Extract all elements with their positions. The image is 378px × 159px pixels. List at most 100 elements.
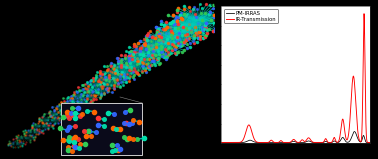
Point — [65, 138, 71, 141]
Point — [50, 114, 56, 116]
Point — [201, 28, 207, 31]
Legend: PM-IRRAS, IR-Transmission: PM-IRRAS, IR-Transmission — [224, 9, 278, 24]
Point — [81, 91, 87, 93]
Point — [169, 21, 175, 23]
Point — [128, 66, 134, 68]
Point — [65, 112, 71, 114]
Point — [91, 84, 97, 86]
Point — [217, 18, 223, 20]
Point — [96, 80, 102, 83]
Point — [32, 136, 38, 139]
Point — [169, 31, 175, 34]
Point — [200, 36, 206, 39]
Point — [108, 62, 114, 65]
Point — [150, 58, 156, 61]
Point — [117, 86, 123, 89]
Point — [84, 98, 90, 100]
Point — [83, 100, 89, 103]
Point — [88, 91, 94, 93]
Point — [158, 44, 164, 47]
Point — [107, 70, 113, 72]
Point — [20, 142, 26, 145]
Point — [122, 75, 128, 77]
Point — [158, 22, 164, 25]
Point — [179, 19, 185, 21]
Point — [123, 62, 129, 64]
Point — [45, 124, 51, 126]
Point — [158, 31, 164, 34]
Point — [174, 27, 180, 29]
Point — [88, 78, 94, 81]
Point — [203, 34, 209, 36]
Point — [59, 118, 65, 121]
Point — [47, 110, 53, 112]
Point — [98, 74, 104, 76]
PM-IRRAS — [349, 137, 354, 139]
Point — [151, 62, 157, 64]
Point — [150, 35, 156, 38]
Point — [88, 101, 94, 104]
Point — [165, 51, 171, 53]
Point — [166, 53, 172, 55]
Point — [78, 97, 84, 100]
Point — [130, 69, 136, 72]
Point — [49, 123, 55, 126]
Point — [143, 70, 149, 73]
Point — [120, 81, 126, 83]
Point — [51, 110, 57, 113]
Point — [160, 40, 166, 43]
Point — [133, 60, 139, 62]
PM-IRRAS — [365, 142, 370, 143]
Point — [60, 115, 66, 118]
Point — [10, 138, 16, 141]
Point — [135, 60, 141, 62]
Point — [179, 23, 185, 26]
Point — [94, 83, 100, 86]
Point — [30, 121, 36, 124]
Point — [23, 140, 29, 143]
Point — [70, 149, 76, 152]
Point — [148, 64, 154, 66]
PM-IRRAS — [219, 142, 223, 143]
Point — [29, 134, 35, 137]
Point — [145, 43, 151, 45]
Point — [183, 33, 189, 35]
Point — [179, 18, 185, 20]
Point — [124, 55, 130, 58]
Point — [115, 149, 121, 151]
Point — [196, 18, 202, 21]
Point — [196, 37, 202, 40]
Point — [216, 21, 222, 23]
Point — [26, 140, 33, 143]
Point — [175, 51, 181, 54]
Point — [111, 64, 117, 66]
Point — [146, 48, 152, 51]
Point — [88, 94, 94, 97]
Point — [43, 121, 49, 124]
Point — [70, 137, 76, 140]
Point — [88, 85, 94, 88]
Point — [113, 68, 119, 71]
Point — [89, 84, 95, 87]
Point — [90, 97, 96, 99]
Point — [172, 52, 178, 54]
Point — [181, 41, 187, 43]
Point — [95, 123, 101, 126]
Point — [144, 54, 150, 56]
Point — [118, 54, 124, 56]
Point — [72, 125, 78, 128]
Point — [113, 128, 119, 131]
Point — [152, 37, 158, 39]
Point — [152, 54, 158, 57]
Point — [111, 86, 117, 88]
Point — [154, 28, 160, 31]
Point — [18, 141, 24, 144]
Point — [115, 82, 121, 84]
Point — [124, 138, 130, 141]
Point — [67, 99, 73, 101]
Point — [161, 55, 167, 58]
Point — [95, 91, 101, 94]
Point — [169, 21, 175, 24]
Point — [126, 57, 132, 59]
Point — [216, 22, 222, 25]
